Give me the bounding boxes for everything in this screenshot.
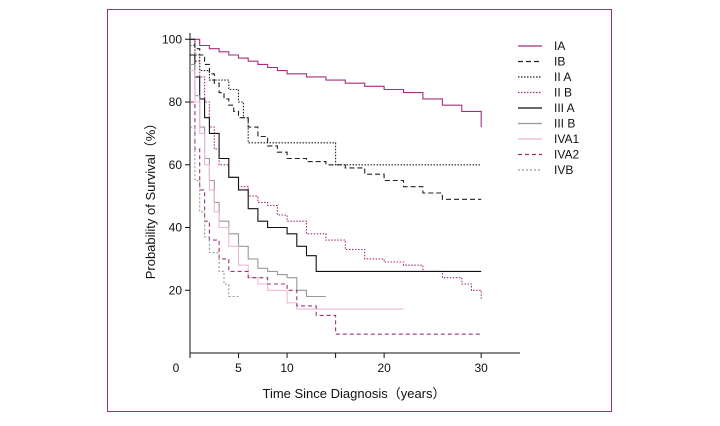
series-line-7 (190, 101, 482, 335)
y-axis-label: Probability of Survival（%） (143, 117, 158, 280)
series-line-5 (190, 63, 326, 298)
y-tick-label: 80 (169, 95, 183, 109)
x-tick-label: 20 (377, 361, 391, 375)
legend-label: II B (554, 86, 572, 100)
legend-label: IA (554, 39, 565, 53)
legend-label: IB (554, 55, 565, 69)
x-axis-label: Time Since Diagnosis（years） (262, 386, 445, 401)
series-line-0 (190, 38, 482, 128)
chart-frame (107, 9, 612, 412)
series-line-4 (190, 54, 482, 272)
series-line-3 (190, 44, 482, 300)
legend-label: III B (554, 117, 575, 131)
chart-axes: 20 40 60 80 100 0 5 10 20 30 (162, 32, 520, 375)
x-tick-label: 5 (235, 361, 242, 375)
y-tick-label: 60 (169, 158, 183, 172)
y-tick-label: 40 (169, 221, 183, 235)
y-tick-label: 100 (162, 32, 182, 46)
legend-label: IVB (554, 163, 573, 177)
series-line-8 (190, 126, 239, 298)
legend-label: IVA2 (554, 148, 579, 162)
series-line-2 (190, 38, 482, 166)
legend-label: IVA1 (554, 132, 579, 146)
y-tick-label: 20 (169, 283, 183, 297)
series-line-6 (190, 70, 404, 310)
chart-series (190, 38, 482, 335)
x-tick-label: 0 (173, 361, 180, 375)
x-tick-label: 30 (474, 361, 488, 375)
series-line-1 (190, 38, 482, 200)
legend-label: II A (554, 70, 571, 84)
legend-label: III A (554, 101, 575, 115)
x-tick-label: 10 (280, 361, 294, 375)
